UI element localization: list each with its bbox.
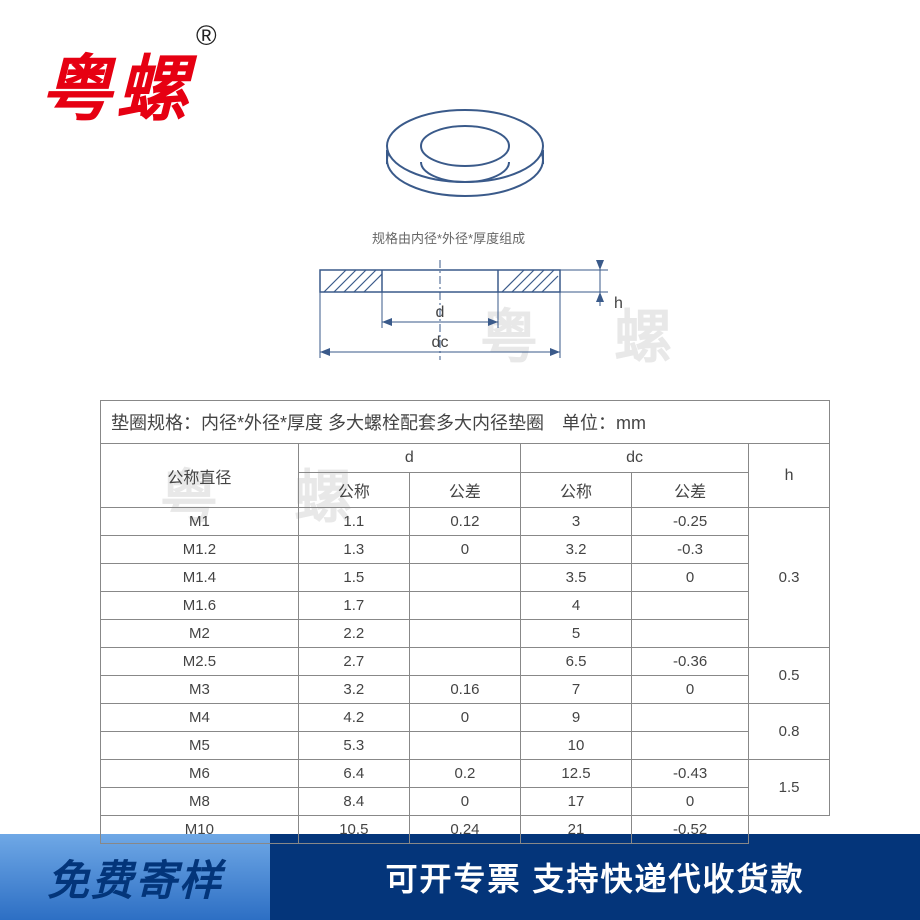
- col-h: h: [749, 444, 830, 508]
- table-row: M55.310: [101, 732, 830, 760]
- registered-symbol: ®: [196, 20, 221, 51]
- table-row: M1.61.74: [101, 592, 830, 620]
- label-d: d: [436, 304, 445, 321]
- footer-left: 免费寄样: [0, 834, 270, 920]
- table-header: 公称直径 d dc h 公称 公差 公称 公差: [101, 444, 830, 508]
- spec-table-wrap: 垫圈规格：内径*外径*厚度 多大螺栓配套多大内径垫圈 单位：mm 公称直径 d …: [100, 400, 830, 844]
- washer-section-diagram: d dc h: [300, 260, 640, 390]
- washer-isometric-diagram: [375, 90, 555, 220]
- col-d-nominal: 公称: [298, 473, 409, 508]
- footer-right: 可开专票 支持快递代收货款: [270, 834, 920, 920]
- brand-name: 粤螺: [40, 50, 192, 130]
- col-nominal: 公称直径: [101, 444, 299, 508]
- table-caption: 垫圈规格：内径*外径*厚度 多大螺栓配套多大内径垫圈 单位：mm: [100, 400, 830, 443]
- table-row: M66.40.212.5-0.431.5: [101, 760, 830, 788]
- table-row: M1.41.53.50: [101, 564, 830, 592]
- table-row: M88.40170: [101, 788, 830, 816]
- brand-logo: 粤螺®: [40, 30, 217, 135]
- table-body: M11.10.123-0.250.3M1.21.303.2-0.3M1.41.5…: [101, 508, 830, 844]
- col-dc: dc: [520, 444, 748, 473]
- footer-banner: 免费寄样 可开专票 支持快递代收货款: [0, 834, 920, 920]
- table-row: M44.2090.8: [101, 704, 830, 732]
- table-row: M1010.50.2421-0.52: [101, 816, 830, 844]
- col-dc-tolerance: 公差: [632, 473, 749, 508]
- table-row: M2.52.76.5-0.360.5: [101, 648, 830, 676]
- table-row: M1.21.303.2-0.3: [101, 536, 830, 564]
- spec-table: 公称直径 d dc h 公称 公差 公称 公差 M11.10.123-0.250…: [100, 443, 830, 844]
- col-dc-nominal: 公称: [520, 473, 631, 508]
- table-row: M33.20.1670: [101, 676, 830, 704]
- col-d-tolerance: 公差: [409, 473, 520, 508]
- label-dc: dc: [432, 334, 449, 351]
- label-h: h: [614, 295, 623, 312]
- diagram-caption: 规格由内径*外径*厚度组成: [372, 228, 525, 247]
- table-row: M11.10.123-0.250.3: [101, 508, 830, 536]
- col-d: d: [298, 444, 520, 473]
- table-row: M22.25: [101, 620, 830, 648]
